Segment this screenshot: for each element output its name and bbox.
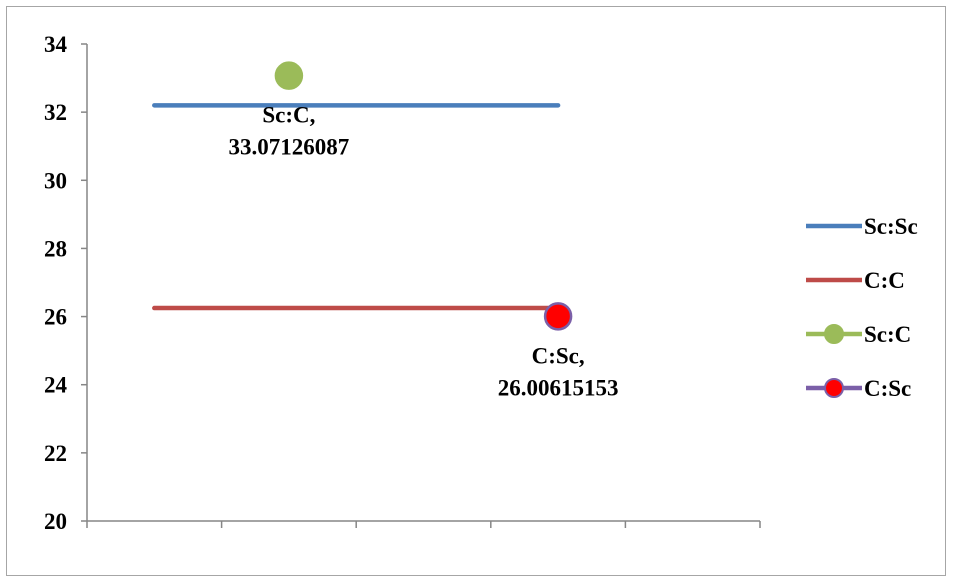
axes: 20 22 24 26 28 30 32 34 <box>44 32 761 534</box>
series-layer <box>152 61 573 331</box>
data-labels: Sc:C, 33.07126087 C:Sc, 26.00615153 <box>229 103 619 401</box>
chart-area <box>6 6 946 576</box>
legend-marker-sc-c <box>824 324 844 344</box>
legend-label-sc-sc: Sc:Sc <box>864 214 918 239</box>
legend-label-sc-c: Sc:C <box>864 322 911 347</box>
legend: Sc:Sc C:C Sc:C C:Sc <box>806 214 918 401</box>
y-tick-label: 30 <box>44 168 67 193</box>
legend-label-c-c: C:C <box>864 268 905 293</box>
data-point-c-sc <box>543 302 573 331</box>
y-tick-label: 34 <box>44 32 68 57</box>
y-tick-label: 26 <box>44 305 67 330</box>
data-point-sc-c <box>274 61 304 90</box>
data-label-c-sc: C:Sc, 26.00615153 <box>498 343 619 400</box>
y-tick-label: 32 <box>44 100 67 125</box>
legend-marker-c-sc <box>824 378 844 398</box>
legend-label-c-sc: C:Sc <box>864 376 911 401</box>
y-tick-label: 28 <box>44 236 67 261</box>
y-tick-label: 24 <box>44 373 68 398</box>
y-tick-label: 20 <box>44 509 67 534</box>
y-tick-label: 22 <box>44 441 67 466</box>
data-label-sc-c: Sc:C, 33.07126087 <box>229 103 350 160</box>
